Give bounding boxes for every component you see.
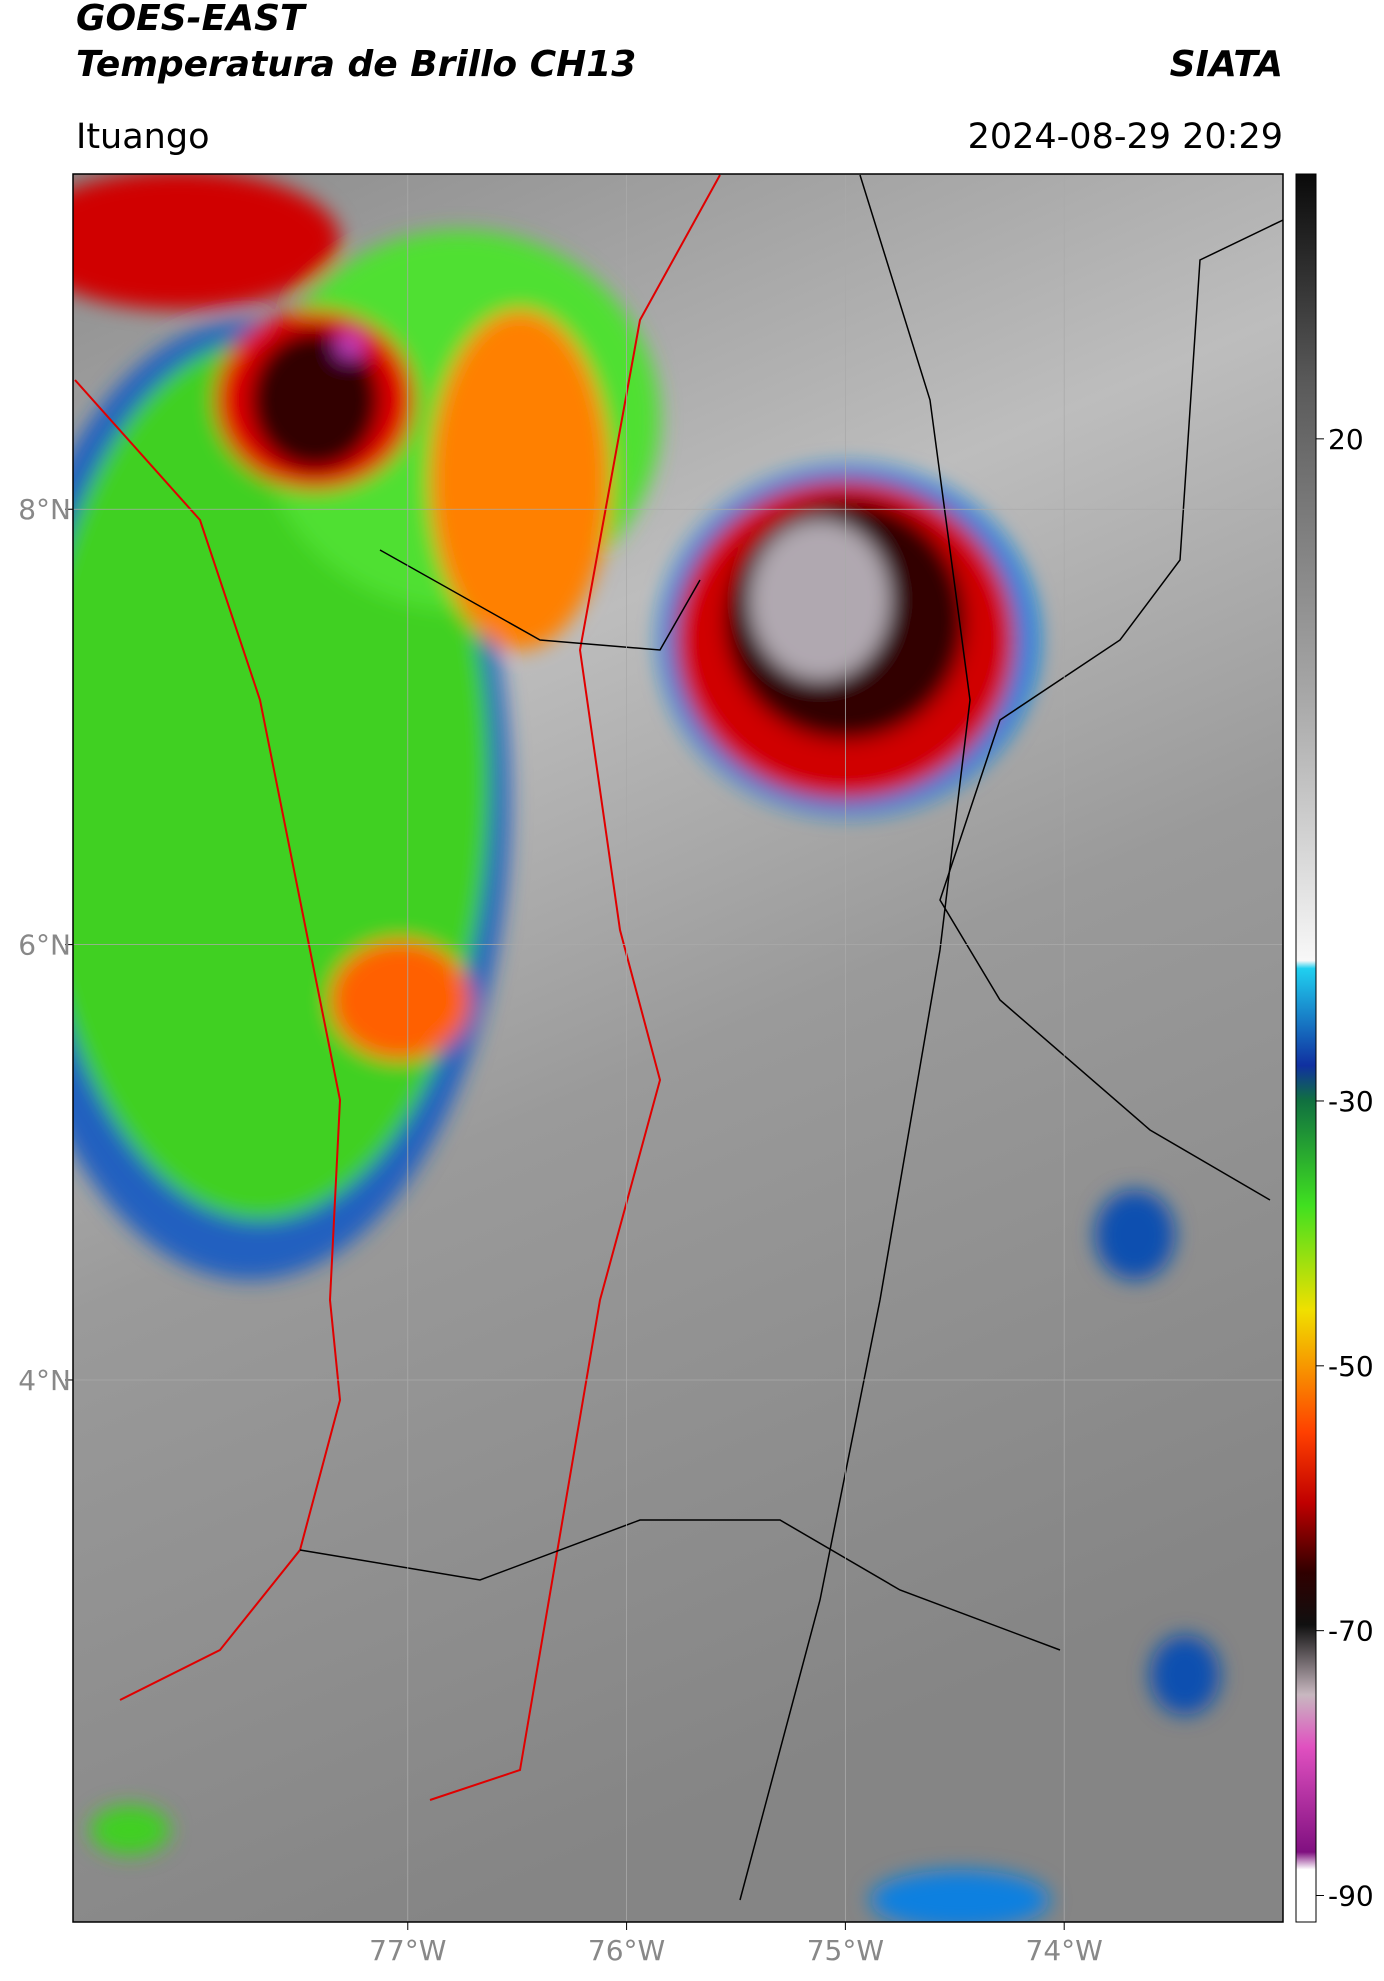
- department-border: [299, 1519, 1061, 1651]
- x-tick-label: 74°W: [1026, 1934, 1103, 1967]
- colorbar: [1295, 173, 1317, 1923]
- y-tick-label: 4°N: [18, 1364, 71, 1397]
- satellite-title: GOES-EAST: [76, 0, 307, 39]
- colorbar-tick-label: -70: [1328, 1615, 1374, 1648]
- product-title: Temperatura de Brillo CH13: [76, 44, 636, 85]
- y-tick-label: 8°N: [18, 493, 71, 526]
- coast-line: [74, 379, 342, 1701]
- colorbar-tick-label: -90: [1328, 1880, 1374, 1913]
- satellite-image: [73, 174, 1283, 1922]
- map-frame: [72, 173, 1284, 1923]
- colorbar-tick-label: -30: [1328, 1085, 1374, 1118]
- x-tick-label: 76°W: [588, 1934, 665, 1967]
- cloud-field: [73, 174, 1220, 1922]
- x-tick-label: 75°W: [807, 1934, 884, 1967]
- y-tick-label: 6°N: [18, 929, 71, 962]
- colorbar-tick-label: -50: [1328, 1350, 1374, 1383]
- location-label: Ituango: [76, 117, 210, 157]
- grid: [73, 174, 1283, 1922]
- department-border: [939, 219, 1283, 1201]
- source-label: SIATA: [1170, 44, 1283, 85]
- datetime-label: 2024-08-29 20:29: [968, 117, 1283, 157]
- x-tick-label: 77°W: [369, 1934, 446, 1967]
- department-border: [379, 549, 701, 651]
- department-border: [739, 174, 971, 1901]
- department-border: [429, 174, 721, 1801]
- colorbar-tick-label: 20: [1328, 423, 1364, 456]
